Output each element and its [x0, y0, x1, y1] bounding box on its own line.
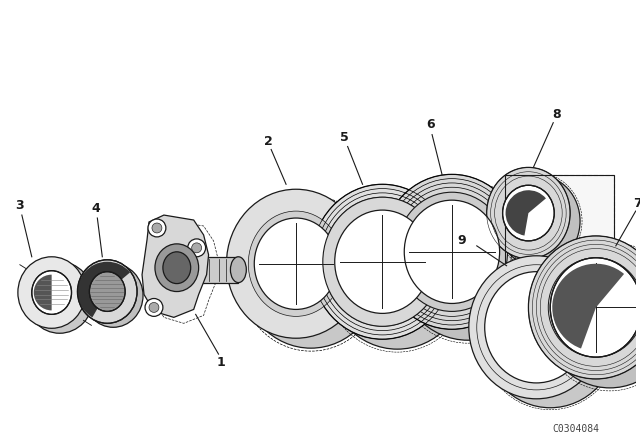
Ellipse shape [499, 280, 602, 392]
Ellipse shape [502, 185, 554, 241]
Ellipse shape [248, 211, 344, 316]
Ellipse shape [380, 174, 524, 329]
Ellipse shape [323, 197, 442, 326]
Ellipse shape [548, 258, 640, 357]
Ellipse shape [570, 273, 640, 360]
Ellipse shape [188, 239, 205, 257]
Ellipse shape [163, 252, 191, 284]
Ellipse shape [148, 219, 166, 237]
Wedge shape [506, 190, 546, 236]
Text: 4: 4 [91, 202, 100, 215]
Ellipse shape [145, 298, 163, 316]
Ellipse shape [396, 185, 540, 340]
Ellipse shape [469, 256, 604, 399]
Text: 7: 7 [634, 197, 640, 210]
Bar [194, 257, 238, 283]
Wedge shape [77, 262, 130, 317]
Ellipse shape [483, 265, 618, 408]
Ellipse shape [155, 244, 198, 292]
Ellipse shape [83, 264, 143, 327]
Ellipse shape [311, 184, 454, 339]
Text: 8: 8 [552, 108, 561, 121]
Text: 3: 3 [15, 198, 24, 211]
Polygon shape [142, 215, 209, 317]
Ellipse shape [355, 225, 440, 319]
Ellipse shape [192, 243, 202, 253]
Ellipse shape [516, 197, 560, 245]
Ellipse shape [18, 257, 85, 328]
Text: 6: 6 [426, 118, 435, 131]
Ellipse shape [497, 175, 580, 267]
Ellipse shape [254, 218, 338, 310]
Ellipse shape [484, 271, 588, 383]
Ellipse shape [486, 168, 570, 259]
Ellipse shape [227, 189, 365, 338]
Ellipse shape [241, 199, 380, 348]
Wedge shape [34, 275, 52, 310]
Wedge shape [552, 264, 624, 349]
Ellipse shape [77, 260, 137, 323]
Text: 9: 9 [458, 234, 466, 247]
Text: 5: 5 [340, 131, 349, 144]
Ellipse shape [396, 192, 508, 311]
Ellipse shape [230, 257, 246, 283]
Text: 2: 2 [264, 135, 273, 148]
Ellipse shape [90, 271, 125, 311]
Ellipse shape [542, 245, 640, 388]
Ellipse shape [404, 200, 500, 303]
Ellipse shape [269, 228, 353, 319]
Ellipse shape [26, 262, 93, 333]
Ellipse shape [40, 276, 79, 319]
Ellipse shape [149, 302, 159, 312]
Ellipse shape [550, 258, 640, 357]
Ellipse shape [32, 271, 72, 314]
Ellipse shape [335, 210, 430, 314]
Ellipse shape [326, 194, 469, 349]
Ellipse shape [529, 236, 640, 379]
Ellipse shape [152, 223, 162, 233]
Ellipse shape [425, 216, 511, 310]
Polygon shape [504, 175, 614, 337]
Text: C0304084: C0304084 [552, 424, 600, 434]
Text: 1: 1 [216, 356, 225, 369]
